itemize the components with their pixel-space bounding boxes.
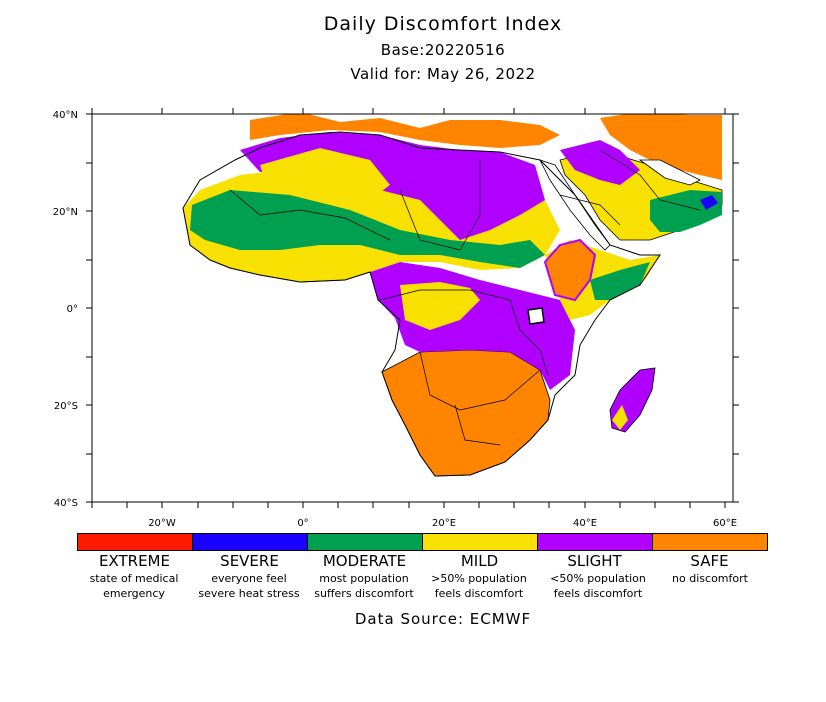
legend-desc-moderate: most population suffers discomfort — [304, 571, 424, 601]
legend-desc-safe: no discomfort — [650, 571, 770, 586]
legend-name-moderate: MODERATE — [322, 552, 407, 570]
ethiopia-safe-region — [543, 238, 597, 302]
legend-desc-extreme-line2: emergency — [103, 587, 165, 600]
base-date: Base:20220516 — [380, 41, 506, 59]
madagascar-mild-region — [612, 405, 628, 430]
legend-color-moderate — [307, 533, 424, 551]
lon-label-40e: 40°E — [573, 518, 597, 529]
legend-desc-severe-line1: everyone feel — [211, 572, 287, 585]
legend-desc-safe-line1: no discomfort — [672, 572, 748, 585]
lon-label-20e: 20°E — [432, 518, 456, 529]
legend-desc-slight-line1: <50% population — [550, 572, 646, 585]
legend-color-slight — [537, 533, 654, 551]
sahara-mild-region — [260, 148, 390, 200]
legend-color-mild — [422, 533, 539, 551]
north-coast-safe-region — [250, 114, 560, 148]
legend-desc-extreme: state of medical emergency — [74, 571, 194, 601]
map-title: Daily Discomfort Index — [323, 13, 563, 35]
middle-east-safe-region — [600, 114, 722, 180]
legend-name-severe: SEVERE — [220, 552, 279, 570]
data-source: Data Source: ECMWF — [354, 610, 532, 628]
africa-coastline — [182, 131, 661, 477]
legend-desc-severe-line2: severe heat stress — [198, 587, 300, 600]
legend-name-extreme: EXTREME — [99, 552, 170, 570]
axis-ticks — [86, 108, 739, 508]
legend-desc-slight: <50% population feels discomfort — [538, 571, 658, 601]
legend-desc-extreme-line1: state of medical — [89, 572, 179, 585]
legend-name-safe: SAFE — [690, 552, 729, 570]
legend-desc-mild: >50% population feels discomfort — [419, 571, 539, 601]
valid-date: Valid for: May 26, 2022 — [350, 65, 536, 83]
legend-color-extreme — [77, 533, 194, 551]
lat-label-40s: 40°S — [54, 498, 78, 509]
east-africa-moderate-region — [590, 262, 650, 300]
legend-desc-moderate-line2: suffers discomfort — [314, 587, 414, 600]
lat-label-20s: 20°S — [54, 401, 78, 412]
congo-mild-region — [400, 282, 480, 330]
lat-label-20n: 20°N — [53, 207, 78, 218]
lon-label-0: 0° — [297, 518, 308, 529]
lon-label-20w: 20°W — [148, 518, 176, 529]
legend-desc-moderate-line1: most population — [319, 572, 409, 585]
legend-desc-slight-line2: feels discomfort — [553, 587, 643, 600]
legend-color-safe — [652, 533, 768, 551]
lat-label-0: 0° — [67, 304, 78, 315]
lake-victoria — [527, 307, 545, 325]
oman-severe-region — [700, 195, 718, 210]
legend-name-mild: MILD — [460, 552, 499, 570]
lon-label-60e: 60°E — [713, 518, 737, 529]
persian-gulf — [638, 159, 701, 186]
lat-label-40n: 40°N — [53, 110, 78, 121]
legend-color-severe — [192, 533, 309, 551]
legend-name-slight: SLIGHT — [567, 552, 622, 570]
legend-desc-mild-line1: >50% population — [431, 572, 527, 585]
legend-desc-mild-line2: feels discomfort — [434, 587, 524, 600]
legend-desc-severe: everyone feel severe heat stress — [189, 571, 309, 601]
arabia-slight-region — [560, 140, 640, 185]
